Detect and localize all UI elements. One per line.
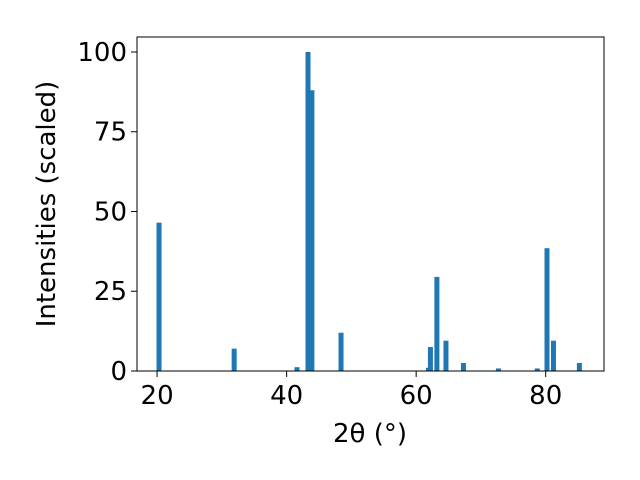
bar [576,363,582,371]
y-tick-label: 25 [94,277,127,307]
bar [294,367,300,371]
y-tick-label: 75 [94,118,127,148]
x-tick-label: 20 [141,381,174,411]
bar [338,332,344,371]
plot-frame [136,36,605,372]
bar [550,340,556,371]
x-axis-label: 2θ (°) [333,419,407,449]
bar [460,363,466,371]
bar [434,276,440,371]
x-tick-label: 40 [270,381,303,411]
bar [309,90,315,372]
bar [305,51,311,371]
bar [156,222,162,371]
y-axis-label: Intensities (scaled) [32,81,62,328]
y-tick-label: 50 [94,197,127,227]
y-tick-label: 100 [77,38,127,68]
x-tick-label: 80 [529,381,562,411]
x-tick-label: 60 [400,381,433,411]
y-tick-label: 0 [110,357,127,387]
bar [231,348,237,371]
bar [443,340,449,371]
bar [544,248,550,371]
bar [534,368,540,371]
bar [495,368,501,371]
bar [427,347,433,371]
